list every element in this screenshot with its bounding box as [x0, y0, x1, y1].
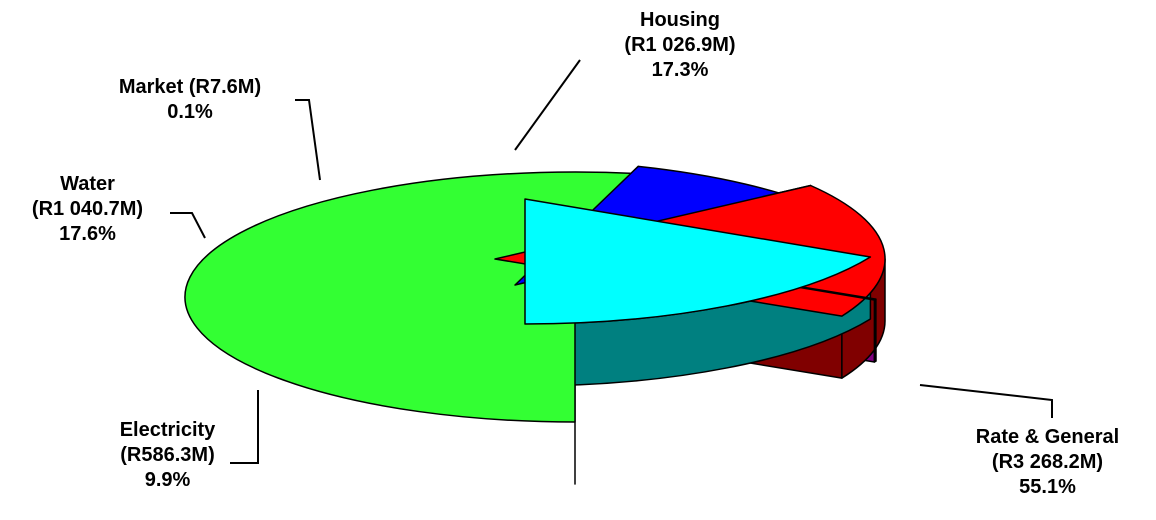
label-rate-value: (R3 268.2M)	[991, 451, 1104, 473]
label-water-name: Water	[60, 173, 115, 195]
leader-lines	[170, 59, 1053, 464]
label-market: Market (R7.6M) 0.1%	[80, 75, 300, 125]
label-rate-name: Rate & General	[975, 426, 1120, 448]
label-rate: Rate & General (R3 268.2M) 55.1%	[945, 425, 1150, 500]
label-water: Water (R1 040.7M) 17.6%	[0, 172, 175, 247]
label-water-percent: 17.6%	[59, 223, 116, 245]
label-housing-percent: 17.3%	[651, 59, 709, 81]
label-housing: Housing (R1 026.9M) 17.3%	[590, 8, 770, 83]
label-electricity-percent: 9.9%	[144, 469, 191, 491]
label-electricity-name: Electricity	[119, 419, 216, 441]
label-housing-name: Housing	[640, 9, 720, 31]
leader-line-water	[170, 212, 206, 239]
pie-slice-market-rim	[873, 298, 877, 363]
pie-slice-housing	[524, 198, 872, 325]
label-electricity: Electricity (R586.3M) 9.9%	[85, 418, 250, 493]
label-market-name: Market (R7.6M)	[118, 76, 262, 98]
label-rate-percent: 55.1%	[1019, 476, 1076, 498]
leader-line-electricity	[230, 390, 259, 464]
label-housing-value: (R1 026.9M)	[624, 34, 736, 56]
leader-line-housing	[514, 59, 581, 151]
leader-line-rate	[919, 384, 1053, 418]
label-electricity-value: (R586.3M)	[120, 444, 215, 466]
label-water-value: (R1 040.7M)	[31, 198, 144, 220]
leader-line-market	[295, 99, 321, 181]
label-market-percent: 0.1%	[167, 101, 213, 123]
